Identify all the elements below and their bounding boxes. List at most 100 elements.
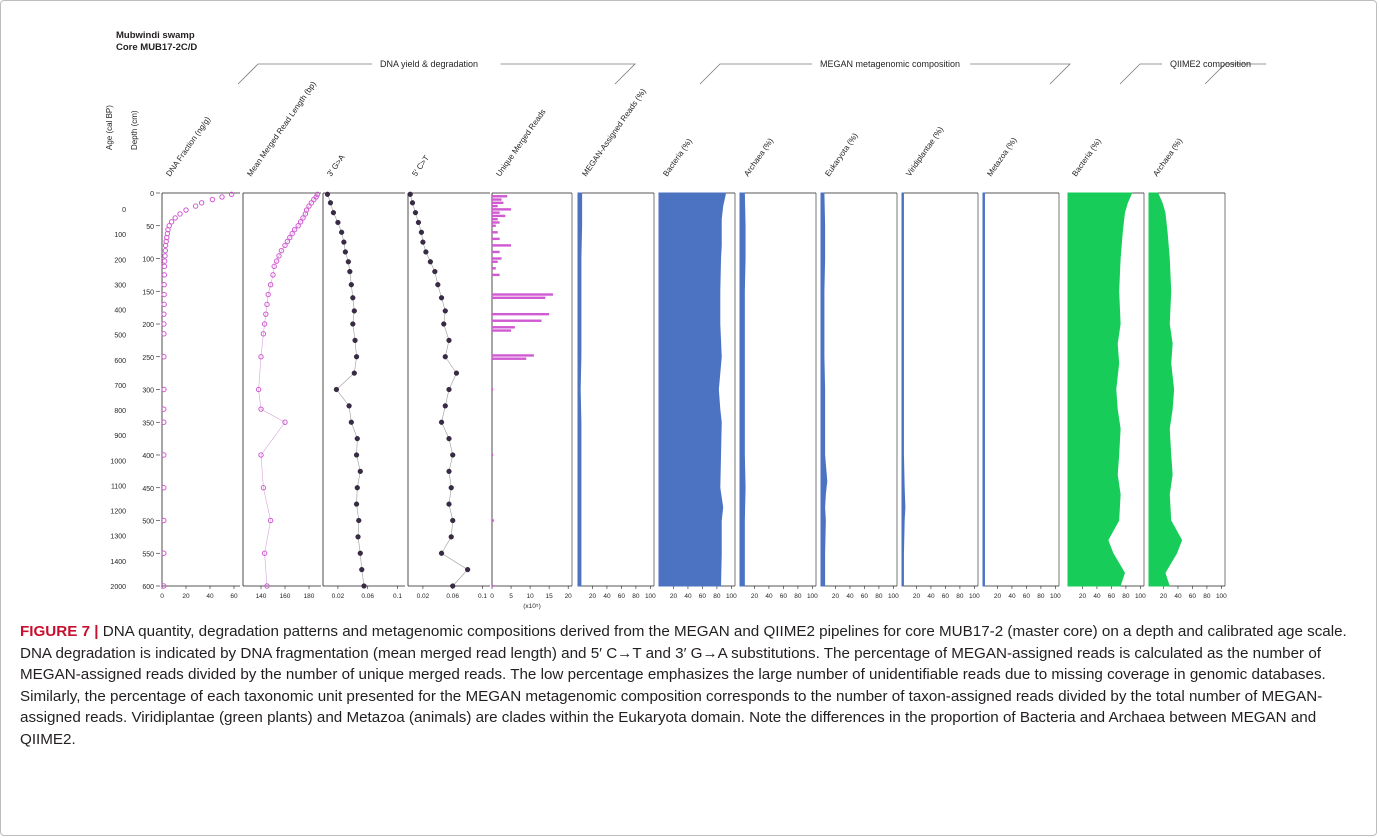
x-tick-label: 20 [565, 593, 573, 600]
panel-13: Archaea (%) 20 40 60 80 100 [1148, 136, 1227, 600]
x-tick-label: 80 [713, 593, 721, 600]
data-point [209, 196, 216, 203]
group-label: MEGAN metagenomic composition [820, 59, 960, 69]
panel-2: Mean Merged Read Length (bp) 140 160 180 [242, 79, 321, 600]
panel-10: Viridiplantae (%) 20 40 60 80 100 [901, 125, 980, 600]
bar [492, 329, 512, 332]
data-point [448, 534, 454, 540]
panel-7: Bacteria (%) 20 40 60 80 100 [658, 137, 737, 600]
core-title: Core MUB17-2C/D [116, 42, 197, 53]
age-tick-label: 200 [114, 257, 126, 264]
bar [492, 195, 508, 198]
x-tick-label: 100 [1050, 593, 1061, 600]
data-point [418, 229, 425, 235]
x-tick-label: 20 [1160, 593, 1168, 600]
data-point [161, 311, 167, 317]
data-point [161, 258, 168, 264]
data-point [345, 259, 351, 265]
data-point [183, 207, 189, 213]
data-point [258, 354, 264, 360]
x-tick-label: 0 [490, 593, 494, 600]
group-bracket-right [500, 63, 636, 85]
bar [492, 214, 506, 218]
data-point [289, 230, 295, 237]
data-point [330, 210, 337, 216]
x-tick-label: 60 [699, 593, 707, 600]
data-point [435, 282, 441, 288]
panel-12: Bacteria (%) 20 40 60 80 100 [1067, 137, 1146, 600]
x-tick-label: 60 [1108, 593, 1116, 600]
age-tick-label: 300 [114, 282, 126, 289]
data-point [446, 386, 452, 393]
data-point [339, 229, 345, 235]
bar [492, 326, 515, 329]
bar [492, 319, 542, 322]
panel-3: 3′ G>A 0.02 0.06 0.1 [322, 152, 405, 600]
data-point [273, 258, 280, 264]
age-tick-label: 800 [114, 408, 126, 415]
data-point [261, 550, 268, 556]
depth-tick-label: 200 [142, 322, 154, 329]
data-point [438, 550, 445, 556]
data-point [335, 219, 341, 226]
site-title: Mubwindi swamp [116, 30, 195, 41]
data-point [306, 203, 312, 209]
data-point [314, 191, 321, 198]
x-tick-label: 20 [751, 593, 759, 600]
data-point [162, 247, 169, 254]
group-bracket-left [1119, 63, 1162, 85]
data-point [300, 215, 306, 221]
data-point [342, 249, 348, 255]
data-point [354, 485, 360, 491]
x-tick-label: 20 [1079, 593, 1087, 600]
panel-title: 3′ G>A [325, 152, 347, 178]
data-point [348, 282, 354, 288]
data-point [352, 337, 358, 343]
area-series [658, 192, 727, 587]
data-point [357, 550, 363, 556]
data-point [446, 337, 452, 343]
x-tick-label: 0.1 [478, 593, 487, 600]
x-tick-label: 5 [509, 593, 513, 600]
data-point [161, 419, 167, 425]
bar [492, 354, 534, 357]
age-tick-label: 2000 [110, 584, 126, 591]
data-point [412, 210, 419, 216]
data-point [420, 239, 426, 245]
data-point [453, 370, 460, 376]
x-tick-label: 15 [546, 593, 554, 600]
bar [492, 519, 494, 522]
depth-axis-label: Depth (cm) [130, 110, 139, 150]
bar [492, 224, 496, 227]
data-point [161, 282, 167, 288]
panel-4: 5′ C>T 0.02 0.06 0.1 [407, 154, 490, 600]
age-tick-label: 1100 [111, 483, 126, 490]
data-point [278, 247, 285, 254]
panel-8: Archaea (%) 20 40 60 80 100 [739, 136, 818, 600]
panel-9: Eukaryota (%) 20 40 60 80 100 [820, 131, 899, 600]
data-point [161, 517, 167, 524]
group-label: QIIME2 composition [1170, 59, 1251, 69]
data-point [347, 269, 353, 275]
data-point [302, 211, 309, 217]
data-point [162, 242, 169, 249]
data-point [264, 583, 270, 589]
data-point [423, 249, 429, 255]
data-point [161, 263, 168, 270]
bar [492, 198, 502, 201]
group-bracket-right [970, 63, 1071, 85]
x-tick-label: 60 [230, 593, 238, 600]
x-tick-label: 100 [1135, 593, 1146, 600]
data-point [162, 253, 168, 259]
age-tick-label: 1300 [110, 534, 126, 541]
x-tick-label: 60 [1189, 593, 1197, 600]
data-point [161, 291, 167, 298]
data-point [267, 282, 274, 288]
data-point [228, 191, 235, 198]
data-point [284, 238, 291, 245]
area-series [577, 192, 583, 587]
x-tick-label: 20 [182, 593, 190, 600]
age-axis-label: Age (cal BP) [105, 105, 114, 150]
bar [492, 584, 494, 588]
data-point [351, 308, 357, 314]
